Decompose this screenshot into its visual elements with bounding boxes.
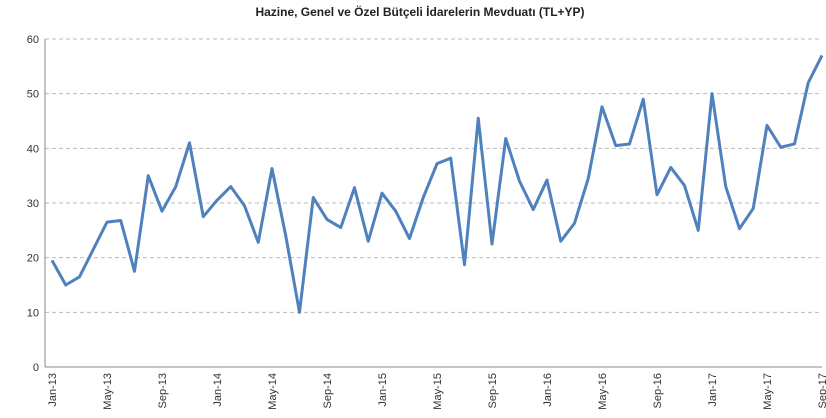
x-tick-label: Sep-16	[652, 373, 664, 408]
y-tick-label: 40	[27, 143, 39, 155]
x-tick-label: Sep-13	[157, 373, 169, 408]
y-tick-label: 50	[27, 89, 39, 101]
x-tick-label: May-16	[597, 373, 609, 410]
x-tick-label: May-14	[267, 373, 279, 410]
x-tick-label: May-15	[432, 373, 444, 410]
x-tick-label: Jan-15	[377, 373, 389, 407]
y-tick-label: 10	[27, 307, 39, 319]
x-tick-label: Jan-13	[47, 373, 59, 407]
x-tick-label: May-13	[102, 373, 114, 410]
x-tick-label: Sep-15	[487, 373, 499, 408]
chart-title: Hazine, Genel ve Özel Bütçeli İdarelerin…	[255, 4, 584, 19]
data-line	[50, 54, 824, 314]
x-tick-label: Jan-17	[707, 373, 719, 407]
x-tick-label: Sep-14	[322, 373, 334, 408]
x-tick-label: Jan-14	[212, 373, 224, 407]
x-tick-label: Sep-17	[817, 373, 826, 408]
y-tick-label: 60	[27, 34, 39, 46]
y-tick-label: 0	[33, 362, 39, 374]
y-tick-label: 30	[27, 198, 39, 210]
x-tick-label: May-17	[762, 373, 774, 410]
x-tick-label: Jan-16	[542, 373, 554, 407]
y-tick-label: 20	[27, 253, 39, 265]
